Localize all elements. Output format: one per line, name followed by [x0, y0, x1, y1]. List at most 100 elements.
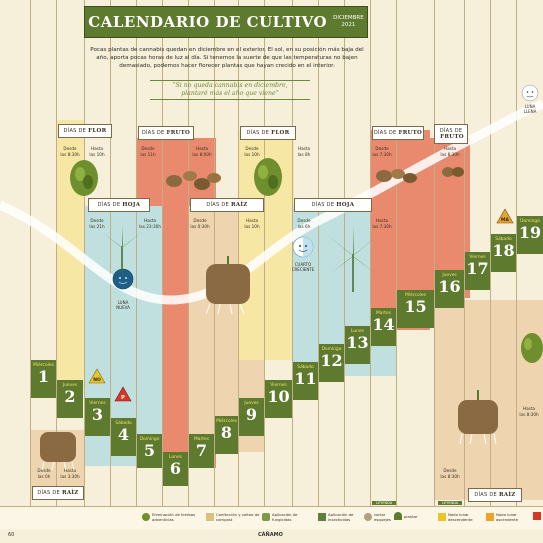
legend-item: Aplicación de fungicidas — [262, 512, 316, 522]
cannabis-bud-icon — [70, 160, 98, 196]
root-ball-icon — [205, 256, 250, 315]
day-tile: Domingo 12 — [319, 344, 344, 382]
legend-tag: LEYENDA — [372, 501, 397, 505]
day-tile: Sábado 4 — [111, 418, 136, 456]
col-divider — [490, 0, 491, 507]
col-divider — [110, 0, 111, 507]
quote-line-1: “Si no queda cannabis en diciembre, — [172, 82, 288, 89]
col-divider — [56, 0, 57, 507]
weeds-icon — [142, 513, 150, 521]
cannabis-bud-icon — [521, 333, 543, 363]
col-divider — [30, 0, 31, 507]
phase-label: DÍAS DE RAÍZ — [190, 198, 264, 212]
quote: “Si no queda cannabis en diciembre, plan… — [150, 80, 310, 100]
time-label: Desde las 6h — [297, 218, 311, 229]
time-label: Hasta las 10h — [244, 218, 260, 229]
day-tile: Viernes 10 — [265, 380, 292, 418]
legend-item: Nodo lunar ascendente — [486, 512, 526, 522]
legend-item: Nodo lunar descendente — [438, 512, 478, 522]
fungicide-icon — [262, 513, 270, 521]
col-divider — [434, 0, 435, 507]
phase-label: DÍAS DE RAÍZ — [32, 486, 84, 500]
phase-label: DÍAS DE FLOR — [58, 124, 112, 138]
time-label: Hasta las 7:30h — [372, 218, 392, 229]
quote-line-2: plantaré más el año que viene” — [181, 90, 279, 97]
descending-node-icon — [438, 513, 446, 521]
day-tile: Sábado 18 — [491, 234, 516, 272]
full-moon-icon — [521, 84, 539, 102]
phase-label: DÍAS DE RAÍZ — [468, 488, 522, 502]
scissors-icon — [364, 513, 372, 521]
footer: 60 CÁÑAMO — [0, 529, 543, 543]
new-moon-icon — [112, 268, 134, 290]
title-date: DICIEMBRE 2021 — [333, 15, 364, 29]
col-divider — [396, 0, 397, 507]
perigee-warning-icon: P — [114, 386, 132, 402]
col-divider — [238, 0, 239, 507]
title-year: 2021 — [341, 22, 356, 28]
day-tile: Martes 7 — [189, 434, 214, 468]
legend: LEYENDA LEYENDA Eliminación de hierbas a… — [0, 501, 543, 529]
day-tile: Sábado 11 — [293, 362, 318, 400]
insecticide-icon — [318, 513, 326, 521]
seeds-icon — [166, 171, 221, 190]
seeds-icon — [376, 169, 417, 183]
legend-tag: LEYENDA — [438, 501, 463, 505]
day-tile: Viernes 3 — [85, 398, 110, 436]
cannabis-leaf-icon — [326, 226, 380, 292]
time-label: Desde las 0:30h — [190, 218, 210, 229]
perigee-icon — [533, 512, 541, 520]
title-banner: CALENDARIO DE CULTIVO DICIEMBRE 2021 — [84, 6, 368, 38]
col-divider — [214, 0, 215, 507]
day-tile: Lunes 13 — [345, 326, 370, 364]
legend-item: Eliminación de hierbas adventicias — [142, 512, 196, 522]
col-divider — [136, 0, 137, 507]
seeds-icon — [442, 167, 464, 177]
root-ball-icon — [458, 390, 498, 445]
legend-item: plantar — [394, 512, 418, 520]
col-divider — [162, 0, 163, 507]
moon-label: CUARTO CRECIENTE — [291, 262, 315, 272]
time-label: Desde las 11h — [140, 146, 156, 157]
time-label: Hasta las 8:00h — [192, 146, 212, 157]
phase-label: DÍAS DE FRUTO — [138, 126, 194, 140]
day-tile: Jueves 9 — [239, 398, 264, 436]
time-label: Desde las 0h — [37, 468, 51, 479]
first-quarter-moon-icon — [292, 236, 314, 258]
badge-label: MA — [501, 217, 509, 223]
day-tile: Miércoles 1 — [31, 360, 56, 398]
day-tile: Miércoles 8 — [215, 416, 238, 454]
col-divider — [292, 0, 293, 507]
col-divider — [370, 0, 371, 507]
legend-item: Aplicación de insecticidas — [318, 512, 368, 522]
title-month: DICIEMBRE — [333, 15, 364, 21]
intro-text: Pocas plantas de cannabis quedan en dici… — [90, 47, 364, 69]
col-divider — [464, 0, 465, 507]
sun-path — [0, 99, 543, 305]
badge-label: NO — [93, 377, 101, 383]
time-label: Hasta las 8:30h — [440, 146, 460, 157]
day-tile: Domingo 19 — [517, 216, 543, 254]
time-label: Hasta las 10h — [89, 146, 105, 157]
day-tile: Miércoles 15 — [397, 290, 434, 328]
phase-label: DÍAS DE FLOR — [240, 126, 296, 140]
phase-label: DÍAS DE FRUTO — [372, 126, 424, 140]
phase-label: DÍAS DE FRUTO — [434, 124, 468, 144]
magazine-brand: CÁÑAMO — [258, 532, 283, 538]
moon-label: LUNA LLENA — [523, 104, 537, 114]
phase-label: DÍAS DE HOJA — [294, 198, 372, 212]
time-label: Desde las 8:30h — [440, 468, 460, 479]
page-title: CALENDARIO DE CULTIVO — [88, 13, 328, 31]
time-label: Desde las 8:30h — [60, 146, 80, 157]
day-tile: Domingo 5 — [137, 434, 162, 468]
node-warning-icon: MA — [496, 208, 514, 224]
page-number: 60 — [8, 532, 15, 538]
col-divider — [516, 0, 517, 507]
day-tile: Lunes 6 — [163, 452, 188, 486]
time-label: Desde las 21h — [89, 218, 105, 229]
time-label: Hasta las 8h — [297, 146, 311, 157]
seedling-icon — [394, 512, 402, 520]
col-divider — [318, 0, 319, 507]
compost-icon — [206, 513, 214, 521]
time-label: Hasta las 23:30h — [139, 218, 161, 229]
